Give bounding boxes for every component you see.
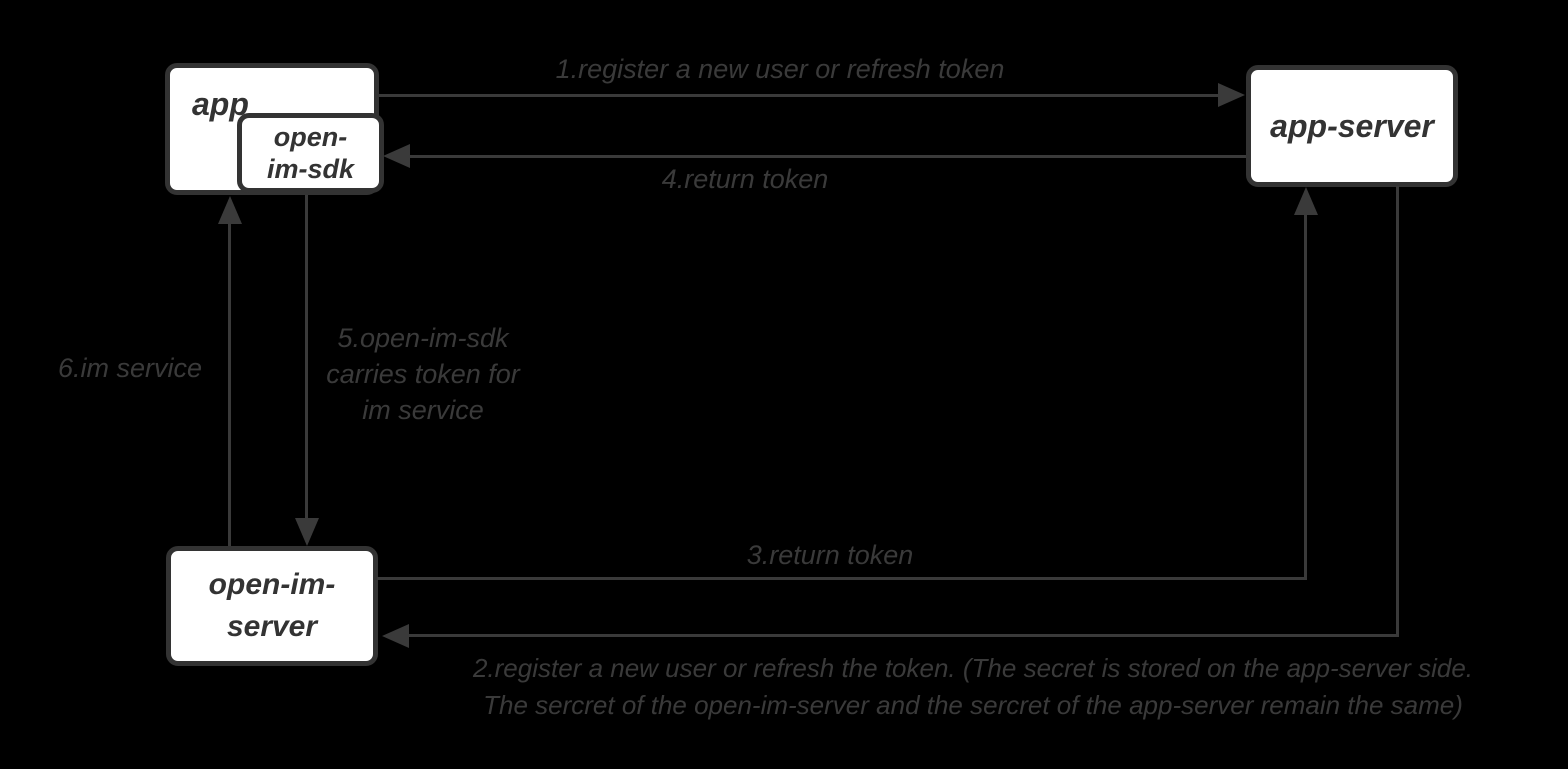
edge2-label: 2.register a new user or refresh the tok… <box>408 650 1538 724</box>
edge6-arrowhead-icon <box>218 196 242 224</box>
edge4-label: 4.return token <box>661 164 829 194</box>
edge6-line <box>228 224 231 546</box>
edge6-label: 6.im service <box>57 353 203 383</box>
edge5-label: 5.open-im-sdk carries token for im servi… <box>308 320 538 428</box>
edge3-line-horizontal <box>377 577 1307 580</box>
edge5-label-line2: carries token for <box>326 359 520 389</box>
edge5-label-line3: im service <box>362 395 484 425</box>
edge4-line <box>408 155 1246 158</box>
edge4-arrowhead-icon <box>383 144 410 168</box>
edge1-line <box>379 94 1220 97</box>
edge2-label-line1: 2.register a new user or refresh the tok… <box>472 653 1474 683</box>
node-app-server: app-server <box>1246 65 1458 187</box>
edge2-line-horizontal <box>408 634 1399 637</box>
node-open-im-sdk-label-line2: im-sdk <box>266 154 355 184</box>
node-open-im-server-label-line2: server <box>226 610 318 643</box>
edge3-arrowhead-icon <box>1294 187 1318 215</box>
edge5-label-line1: 5.open-im-sdk <box>337 323 509 353</box>
edge1-arrowhead-icon <box>1218 83 1245 107</box>
node-open-im-server: open-im- server <box>166 546 378 666</box>
node-app-server-label: app-server <box>1270 107 1434 144</box>
node-open-im-server-label-line1: open-im- <box>208 568 336 601</box>
node-open-im-sdk: open- im-sdk <box>237 113 384 193</box>
edge2-arrowhead-icon <box>382 624 409 648</box>
edge5-arrowhead-icon <box>295 518 319 546</box>
edge1-label: 1.register a new user or refresh token <box>555 54 1005 84</box>
edge5-line <box>305 193 308 519</box>
edge3-line-vertical <box>1304 214 1307 580</box>
edge3-label: 3.return token <box>746 540 914 570</box>
edge2-line-vertical <box>1396 186 1399 637</box>
edge2-label-line2: The sercret of the open-im-server and th… <box>483 690 1463 720</box>
node-open-im-sdk-label-line1: open- <box>273 122 348 152</box>
